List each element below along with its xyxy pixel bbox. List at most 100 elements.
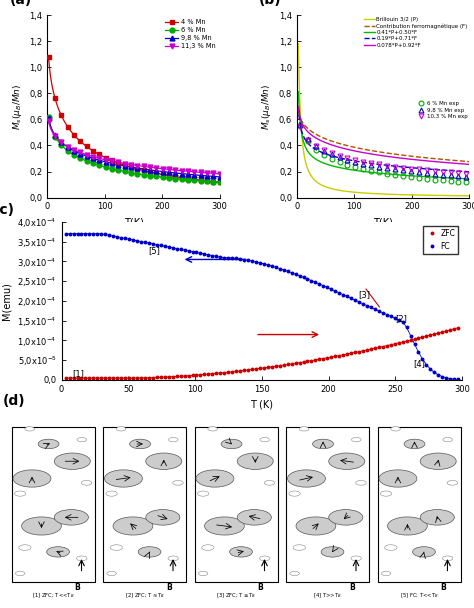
Circle shape <box>146 510 180 525</box>
Line: ZFC: ZFC <box>64 326 459 379</box>
Circle shape <box>237 453 273 469</box>
Circle shape <box>204 517 245 535</box>
Circle shape <box>196 470 234 487</box>
FC <box>424 361 429 368</box>
Circle shape <box>351 438 361 442</box>
ZFC <box>154 374 160 381</box>
Y-axis label: $M_s(\mu_B/Mn)$: $M_s(\mu_B/Mn)$ <box>11 83 24 130</box>
FC <box>154 241 160 248</box>
Circle shape <box>168 556 178 561</box>
Circle shape <box>290 572 299 576</box>
Line: FC: FC <box>64 232 459 381</box>
Bar <box>12 427 95 582</box>
Circle shape <box>264 480 274 485</box>
Circle shape <box>129 439 150 449</box>
Bar <box>195 427 278 582</box>
X-axis label: T(K): T(K) <box>124 217 144 227</box>
Circle shape <box>168 438 178 442</box>
Text: (b): (b) <box>259 0 282 7</box>
Circle shape <box>173 480 183 485</box>
X-axis label: T(K): T(K) <box>373 217 393 227</box>
Circle shape <box>387 517 427 535</box>
ZFC <box>436 330 441 337</box>
Legend: ZFC, FC: ZFC, FC <box>423 226 458 254</box>
Text: [2] ZFC; T$\approx$T$_B$: [2] ZFC; T$\approx$T$_B$ <box>125 591 165 599</box>
Text: $\bf{B}$: $\bf{B}$ <box>257 581 264 592</box>
Circle shape <box>313 439 333 449</box>
Text: [1]: [1] <box>73 369 84 378</box>
Circle shape <box>25 427 34 431</box>
Circle shape <box>447 480 457 485</box>
FC <box>456 376 461 383</box>
Circle shape <box>237 510 271 525</box>
Text: (a): (a) <box>9 0 32 7</box>
Legend: 4 % Mn, 6 % Mn, 9,8 % Mn, 11,3 % Mn: 4 % Mn, 6 % Mn, 9,8 % Mn, 11,3 % Mn <box>164 18 216 50</box>
FC <box>138 238 144 245</box>
ZFC <box>424 333 429 340</box>
Text: $\bf{B}$: $\bf{B}$ <box>440 581 447 592</box>
Circle shape <box>287 470 325 487</box>
Text: $\bf{B}$: $\bf{B}$ <box>348 581 356 592</box>
Text: [5]: [5] <box>148 246 160 255</box>
Text: [3]: [3] <box>358 290 370 299</box>
Y-axis label: M(emu): M(emu) <box>2 282 12 320</box>
Circle shape <box>420 453 456 469</box>
ZFC <box>138 375 144 382</box>
Circle shape <box>82 480 91 485</box>
ZFC <box>265 364 271 371</box>
Circle shape <box>404 439 425 449</box>
Circle shape <box>38 439 59 449</box>
Bar <box>378 427 461 582</box>
FC <box>63 230 68 238</box>
Circle shape <box>412 547 435 557</box>
Circle shape <box>46 547 69 557</box>
Circle shape <box>77 438 86 442</box>
Circle shape <box>351 556 361 561</box>
Circle shape <box>385 545 397 550</box>
Circle shape <box>146 453 182 469</box>
Circle shape <box>54 453 90 469</box>
Text: [1] ZFC; T<<T$_B$: [1] ZFC; T<<T$_B$ <box>32 591 74 599</box>
Text: (d): (d) <box>2 395 25 409</box>
Circle shape <box>15 572 25 576</box>
Bar <box>286 427 369 582</box>
Circle shape <box>259 556 270 561</box>
Circle shape <box>221 439 242 449</box>
Circle shape <box>296 517 336 535</box>
Circle shape <box>198 572 208 576</box>
Circle shape <box>321 547 344 557</box>
Circle shape <box>107 572 116 576</box>
Circle shape <box>106 491 117 496</box>
Circle shape <box>328 453 365 469</box>
Text: $\bf{B}$: $\bf{B}$ <box>165 581 173 592</box>
Circle shape <box>289 491 301 496</box>
Circle shape <box>54 510 88 525</box>
ZFC <box>297 359 302 366</box>
Legend: 6 % Mn exp, 9,8 % Mn exp, 10,3 % Mn exp: 6 % Mn exp, 9,8 % Mn exp, 10,3 % Mn exp <box>416 100 468 120</box>
Text: [4] T>>T$_B$: [4] T>>T$_B$ <box>313 591 342 599</box>
Circle shape <box>260 438 269 442</box>
Circle shape <box>201 545 214 550</box>
Circle shape <box>13 470 51 487</box>
FC <box>265 261 271 269</box>
FC <box>436 371 441 379</box>
Bar <box>103 427 186 582</box>
Circle shape <box>21 517 61 535</box>
ZFC <box>63 375 68 382</box>
Circle shape <box>113 517 153 535</box>
X-axis label: T (K): T (K) <box>250 399 273 409</box>
Circle shape <box>420 510 454 525</box>
Circle shape <box>104 470 142 487</box>
Text: $\bf{B}$: $\bf{B}$ <box>74 581 82 592</box>
Circle shape <box>381 572 391 576</box>
Circle shape <box>443 438 452 442</box>
Circle shape <box>208 427 217 431</box>
Circle shape <box>18 545 31 550</box>
Circle shape <box>117 427 126 431</box>
Text: [5] FC; T<<T$_B$: [5] FC; T<<T$_B$ <box>400 591 438 599</box>
Circle shape <box>76 556 87 561</box>
Circle shape <box>138 547 161 557</box>
Circle shape <box>442 556 453 561</box>
Circle shape <box>356 480 366 485</box>
Circle shape <box>380 491 392 496</box>
